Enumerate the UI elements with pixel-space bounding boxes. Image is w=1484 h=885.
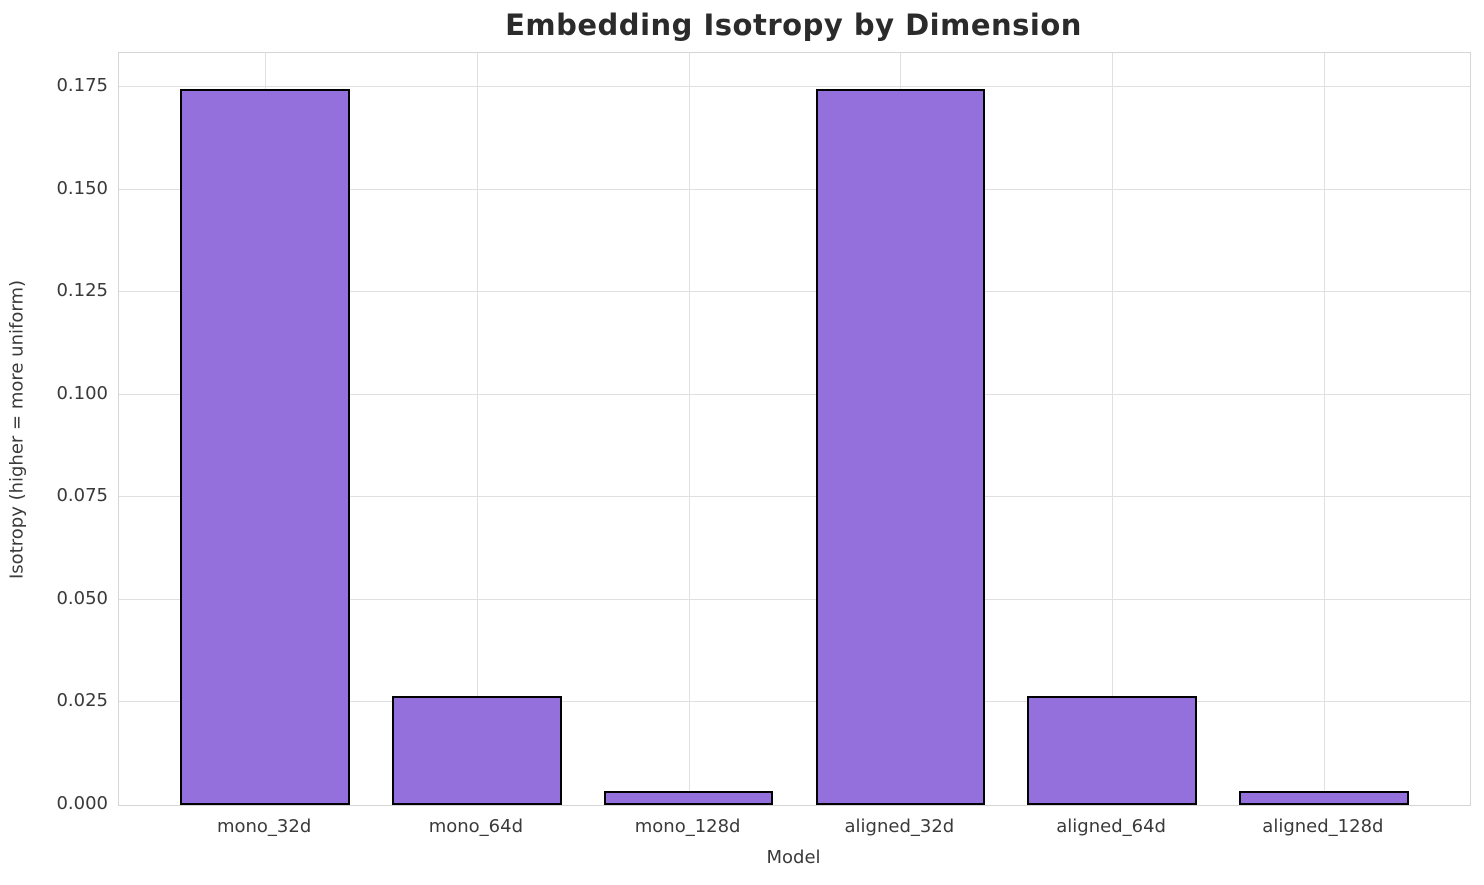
xtick-label-mono_32d: mono_32d	[216, 816, 312, 837]
xtick-label-aligned_32d: aligned_32d	[844, 816, 955, 837]
y-axis-label: Isotropy (higher = more uniform)	[6, 280, 28, 579]
chart-title: Embedding Isotropy by Dimension	[505, 8, 1082, 42]
gridline-v-mono_128d	[688, 53, 690, 805]
ytick-label-0.050: 0.050	[56, 587, 108, 609]
bar-aligned_64d	[1027, 695, 1197, 805]
gridline-h-0.075	[119, 496, 1470, 498]
gridline-h-0.025	[119, 701, 1470, 703]
bar-aligned_32d	[815, 88, 986, 805]
x-axis-label: Model	[766, 847, 821, 868]
xtick-label-aligned_64d: aligned_64d	[1056, 816, 1166, 837]
gridline-h-0.100	[119, 393, 1470, 395]
ytick-label-0.150: 0.150	[56, 177, 108, 199]
bar-mono_32d	[180, 88, 350, 805]
xtick-label-mono_128d: mono_128d	[634, 816, 741, 837]
gridline-v-aligned_64d	[1112, 53, 1114, 805]
ytick-label-0.075: 0.075	[56, 485, 108, 507]
gridline-h-0.050	[119, 598, 1470, 600]
gridline-h-0.125	[119, 291, 1470, 293]
ytick-label-0.000: 0.000	[56, 793, 108, 814]
bar-aligned_128d	[1239, 790, 1409, 805]
plot-area	[118, 52, 1471, 806]
xtick-label-mono_64d: mono_64d	[428, 816, 524, 837]
gridline-v-mono_64d	[476, 53, 478, 805]
gridline-h-0.150	[119, 188, 1470, 190]
xtick-label-aligned_128d: aligned_128d	[1262, 816, 1384, 837]
bar-mono_128d	[603, 790, 774, 805]
ytick-label-0.125: 0.125	[56, 280, 108, 302]
bar-mono_64d	[392, 695, 562, 805]
ytick-label-0.100: 0.100	[56, 382, 108, 404]
ytick-label-0.175: 0.175	[56, 75, 108, 97]
ytick-label-0.025: 0.025	[56, 690, 108, 712]
gridline-h-0.175	[119, 86, 1470, 88]
gridline-v-aligned_128d	[1323, 53, 1325, 805]
